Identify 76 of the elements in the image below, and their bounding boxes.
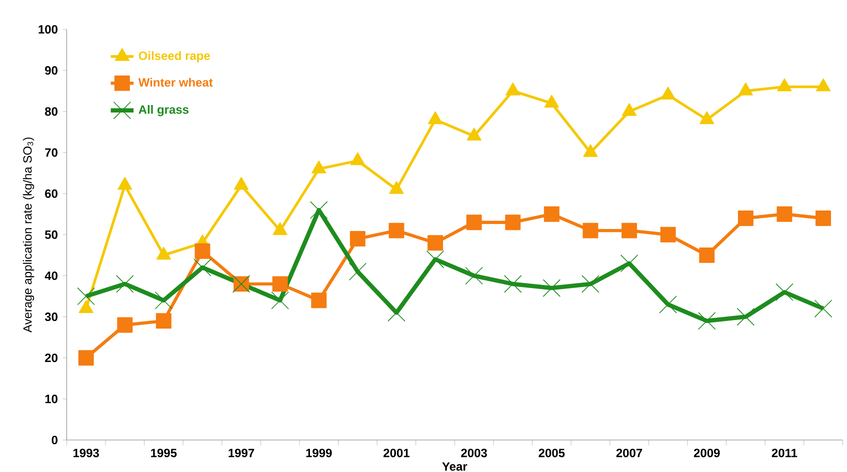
point: [777, 78, 792, 92]
x-axis-title: Year: [442, 462, 468, 471]
point: [736, 308, 755, 326]
y-tick-label: 50: [44, 230, 58, 239]
point: [544, 94, 559, 108]
point: [350, 152, 365, 166]
y-tick-label: 40: [44, 271, 58, 280]
point: [816, 78, 831, 92]
x-tick-label: 2011: [772, 448, 798, 458]
legend-label: Winter wheat: [138, 78, 213, 87]
point: [272, 222, 288, 235]
x-tick-label: 2003: [461, 448, 487, 458]
legend-label: Oilseed rape: [138, 51, 210, 62]
point: [428, 111, 443, 124]
y-tick-label: 30: [44, 312, 58, 322]
point: [542, 279, 561, 297]
point: [738, 82, 753, 96]
point: [116, 275, 134, 293]
point: [118, 176, 132, 190]
point: [620, 254, 638, 272]
point: [544, 206, 560, 222]
point: [700, 111, 714, 124]
point: [389, 181, 404, 194]
point: [272, 276, 288, 292]
y-tick-label: 80: [44, 107, 58, 116]
point: [388, 222, 404, 238]
point: [234, 176, 249, 190]
point: [312, 160, 326, 174]
point: [622, 103, 637, 116]
y-tick-label: 10: [45, 394, 58, 404]
point: [505, 214, 521, 230]
y-axis-title: Average application rate (kg/ha SO$_{3}$): [22, 138, 34, 332]
point: [428, 235, 443, 251]
point: [271, 291, 289, 310]
point: [698, 312, 716, 330]
point: [776, 283, 794, 302]
point: [466, 214, 482, 230]
point: [504, 275, 522, 293]
point: [816, 210, 832, 226]
y-tick-label: 90: [45, 66, 58, 75]
y-tick-label: 60: [45, 189, 58, 198]
x-tick-label: 1997: [228, 448, 254, 458]
point: [506, 82, 520, 96]
point: [582, 222, 598, 238]
point: [310, 201, 328, 219]
legend-label: All grass: [138, 105, 189, 116]
point: [660, 86, 676, 100]
x-tick-label: 1995: [151, 448, 177, 458]
point: [738, 210, 754, 226]
point: [78, 350, 94, 366]
point: [583, 144, 598, 157]
y-tick-label: 70: [45, 148, 58, 157]
y-tick-label: 20: [45, 354, 58, 362]
x-tick-label: 1993: [73, 448, 99, 458]
point: [699, 247, 715, 263]
point: [622, 222, 637, 238]
point: [660, 226, 676, 242]
x-tick-label: 2007: [616, 448, 642, 458]
point: [465, 266, 483, 285]
point: [194, 243, 210, 259]
point: [156, 313, 172, 329]
y-tick-label: 0: [52, 436, 58, 444]
x-tick-label: 2009: [694, 448, 720, 458]
point: [311, 292, 327, 308]
point: [466, 128, 482, 141]
point: [426, 250, 444, 268]
x-tick-label: 1999: [306, 448, 332, 458]
point: [776, 206, 792, 222]
y-tick-label: 100: [38, 25, 58, 34]
x-tick-label: 2001: [384, 448, 410, 458]
point: [582, 275, 600, 293]
point: [77, 287, 95, 306]
x-tick-label: 2005: [538, 448, 565, 458]
point: [814, 300, 832, 318]
point: [350, 231, 366, 247]
point: [117, 317, 133, 333]
